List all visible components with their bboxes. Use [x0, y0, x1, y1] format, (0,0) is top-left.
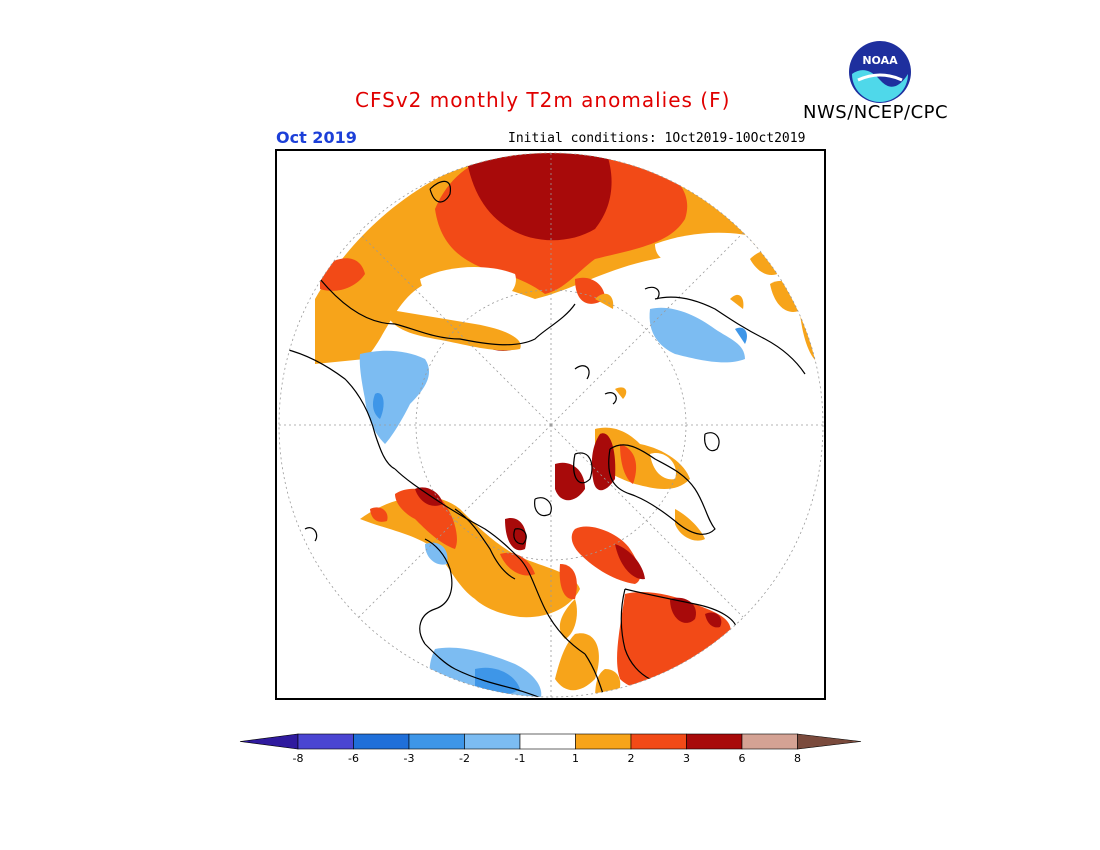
colorbar-label: -6 [348, 752, 359, 765]
noaa-logo: NOAA [849, 41, 911, 103]
colorbar-label: -1 [515, 752, 526, 765]
colorbar-label: -2 [459, 752, 470, 765]
anomaly-region-1f-canada [360, 496, 580, 618]
colorbar-swatch [353, 733, 410, 750]
colorbar-label: 3 [683, 752, 690, 765]
colorbar-label: 2 [628, 752, 635, 765]
polar-map [275, 149, 826, 700]
colorbar-label: -8 [293, 752, 304, 765]
colorbar-swatch [741, 733, 798, 750]
colorbar-label: 1 [572, 752, 579, 765]
initial-conditions-label: Initial conditions: 1Oct2019-10Oct2019 [508, 131, 806, 146]
anomaly-region-cold-europe [649, 307, 745, 363]
colorbar-label: 6 [739, 752, 746, 765]
colorbar-label: 8 [794, 752, 801, 765]
colorbar-swatch [630, 733, 687, 750]
chart-title: CFSv2 monthly T2m anomalies (F) [355, 88, 731, 112]
colorbar: -8 -6 -3 -2 -1 1 2 3 6 8 [239, 733, 862, 765]
colorbar-swatch [297, 733, 354, 750]
month-label: Oct 2019 [276, 128, 357, 147]
colorbar-swatch [686, 733, 743, 750]
anomaly-region-cold-eastern-siberia [359, 350, 430, 444]
logo-text: NOAA [862, 54, 898, 67]
colorbar-arrow-low [239, 733, 299, 750]
colorbar-label: -3 [404, 752, 415, 765]
colorbar-arrow-high [797, 733, 862, 750]
colorbar-swatch [408, 733, 465, 750]
coastlines [284, 180, 806, 697]
colorbar-swatch [464, 733, 521, 750]
colorbar-swatch [519, 733, 576, 750]
colorbar-swatch [575, 733, 632, 750]
organization-label: NWS/NCEP/CPC [803, 102, 949, 123]
anomaly-region-3f-north-pacific [465, 153, 612, 241]
